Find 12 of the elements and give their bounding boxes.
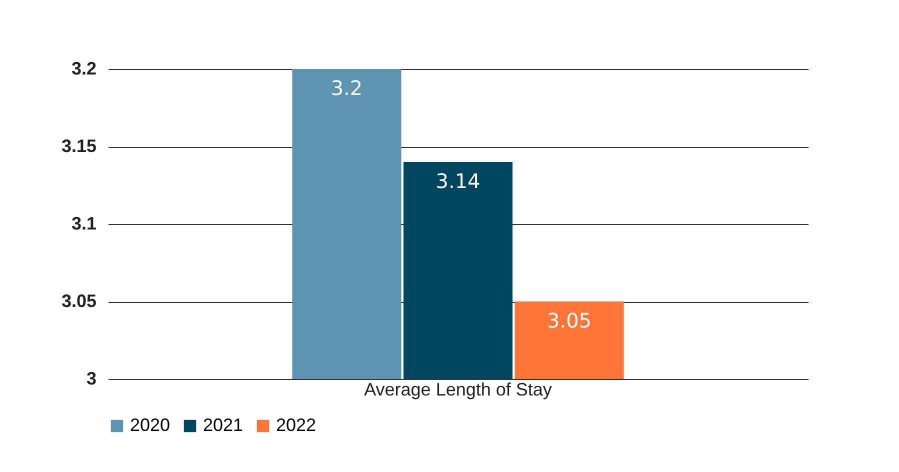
legend-label: 2021 xyxy=(203,415,244,435)
y-tick-label: 3.15 xyxy=(61,136,96,156)
y-tick-label: 3.05 xyxy=(61,291,96,311)
y-tick-label: 3.1 xyxy=(71,214,96,234)
y-tick-label: 3.2 xyxy=(71,58,96,78)
legend-label: 2020 xyxy=(130,415,170,435)
x-tick-label: Average Length of Stay xyxy=(364,380,552,400)
data-label: 3.05 xyxy=(547,308,592,332)
data-label: 3.2 xyxy=(330,76,363,100)
legend-label: 2022 xyxy=(276,415,316,435)
data-label: 3.14 xyxy=(436,169,480,193)
y-tick-label: 3 xyxy=(86,368,96,388)
